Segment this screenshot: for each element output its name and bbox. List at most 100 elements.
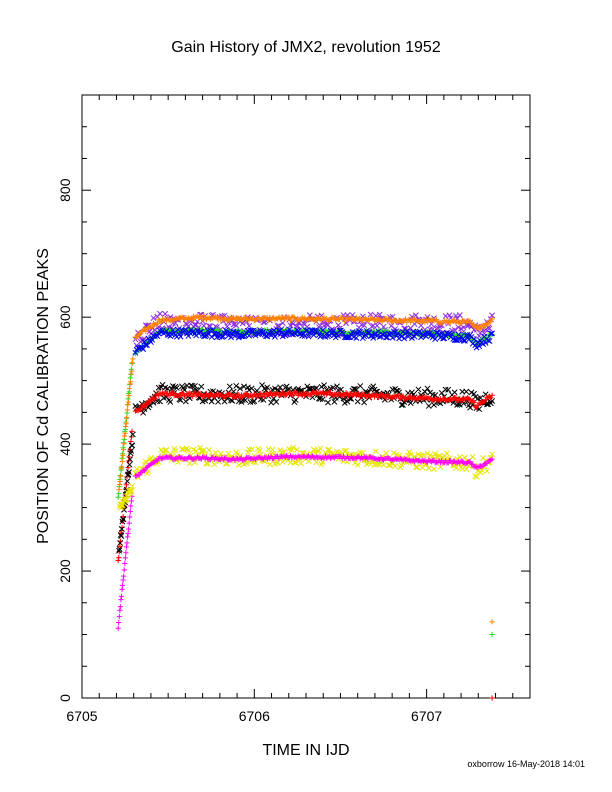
data-point xyxy=(489,392,495,398)
data-point xyxy=(118,526,125,532)
data-point xyxy=(325,446,331,453)
data-point xyxy=(471,390,477,397)
data-point xyxy=(200,447,207,454)
data-point xyxy=(253,387,260,394)
y-tick-label: 600 xyxy=(57,305,73,329)
data-point xyxy=(117,603,123,610)
data-point xyxy=(442,386,449,393)
data-point xyxy=(269,446,276,453)
data-point xyxy=(129,368,135,374)
data-point xyxy=(128,371,134,377)
data-point xyxy=(335,322,342,329)
data-point xyxy=(173,384,180,391)
data-point xyxy=(273,398,280,405)
data-point xyxy=(415,386,422,393)
data-point xyxy=(407,451,414,458)
data-point xyxy=(137,344,144,351)
data-point xyxy=(124,407,130,413)
data-point xyxy=(129,442,136,449)
data-point xyxy=(390,449,397,456)
data-point xyxy=(172,447,179,454)
data-point xyxy=(208,398,215,405)
data-point xyxy=(318,383,325,390)
data-point xyxy=(372,448,379,455)
data-point xyxy=(456,312,463,319)
data-point xyxy=(130,356,136,362)
data-point xyxy=(133,465,140,472)
data-point xyxy=(229,397,236,404)
data-point xyxy=(452,465,459,472)
data-point xyxy=(343,315,349,321)
data-point xyxy=(279,459,286,465)
data-point xyxy=(125,530,131,536)
data-point xyxy=(123,421,129,427)
data-point xyxy=(128,438,134,445)
data-point xyxy=(425,465,432,472)
data-point xyxy=(219,334,225,340)
data-point xyxy=(126,392,132,399)
data-point xyxy=(228,334,234,341)
data-point xyxy=(163,327,170,334)
data-point xyxy=(244,449,251,456)
data-point xyxy=(206,446,213,453)
data-point xyxy=(268,332,275,338)
data-point xyxy=(123,550,129,556)
data-point xyxy=(248,446,255,453)
data-point xyxy=(142,342,149,349)
data-point xyxy=(144,402,150,408)
data-point xyxy=(124,474,130,480)
data-point xyxy=(432,392,439,399)
data-point xyxy=(438,330,445,337)
data-point xyxy=(323,330,330,337)
data-point xyxy=(354,461,361,468)
data-point xyxy=(121,433,128,439)
data-point xyxy=(319,396,326,403)
data-point xyxy=(202,397,209,404)
data-point xyxy=(118,597,124,603)
data-point xyxy=(144,342,150,349)
data-point xyxy=(125,399,132,405)
data-point xyxy=(398,333,405,340)
data-point xyxy=(486,338,493,344)
data-point xyxy=(489,456,495,462)
data-point xyxy=(463,388,470,395)
data-point xyxy=(126,461,133,468)
data-point xyxy=(489,312,496,319)
data-point xyxy=(246,322,253,329)
data-point xyxy=(380,462,387,468)
data-point xyxy=(264,384,271,391)
data-point xyxy=(330,384,337,391)
data-point xyxy=(127,514,133,520)
data-point xyxy=(210,327,216,334)
data-point xyxy=(142,458,149,465)
data-point xyxy=(118,533,125,539)
data-point xyxy=(162,310,169,317)
data-point xyxy=(471,336,477,343)
data-point xyxy=(392,463,399,469)
data-point xyxy=(122,560,128,567)
data-point xyxy=(124,414,130,420)
data-point xyxy=(412,312,419,319)
data-point xyxy=(290,392,296,398)
x-tick-label: 6706 xyxy=(239,708,270,724)
y-axis-label: POSITION OF Cd CALIBRATION PEAKS xyxy=(35,248,52,544)
data-point xyxy=(182,326,189,333)
data-point xyxy=(274,460,281,467)
data-point xyxy=(275,322,282,329)
data-point xyxy=(198,383,205,390)
data-point xyxy=(453,394,459,401)
y-tick-label: 0 xyxy=(57,694,73,702)
data-point xyxy=(117,478,123,485)
data-point xyxy=(364,316,370,322)
data-point xyxy=(177,333,184,340)
data-point xyxy=(357,383,364,390)
data-point xyxy=(483,401,490,408)
data-point xyxy=(252,459,259,466)
data-point xyxy=(462,337,468,344)
data-point xyxy=(483,468,490,474)
data-point xyxy=(191,382,198,389)
data-point xyxy=(223,394,229,400)
data-point xyxy=(248,327,255,334)
data-point xyxy=(462,454,468,461)
data-point xyxy=(152,396,158,402)
